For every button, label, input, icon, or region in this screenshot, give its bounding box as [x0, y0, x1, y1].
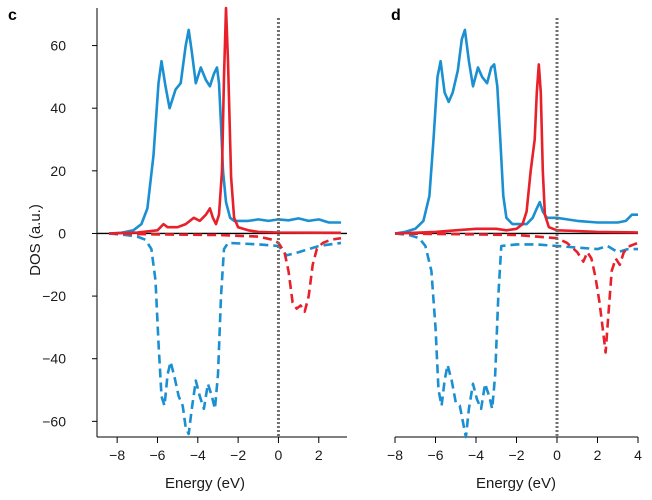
x-tick-label-d: −2 [509, 447, 525, 463]
series-red-spin-up-d [394, 63, 639, 235]
x-tick-label-c: −6 [149, 447, 165, 463]
x-tick-label-c: −2 [230, 447, 246, 463]
x-tick-label-d: 0 [553, 447, 561, 463]
panel-label-c: c [8, 7, 17, 24]
x-tick-label-c: 0 [275, 447, 283, 463]
x-tick-label-c: −8 [109, 447, 125, 463]
series-red-spin-up-c [109, 6, 342, 235]
plot-area-d: −8 −6 −4 −2 0 2 4 [387, 18, 642, 463]
panel-label-d: d [391, 7, 401, 24]
y-axis-title: DOS (a.u.) [27, 204, 44, 276]
y-tick-label: −60 [42, 413, 66, 429]
y-tick-label: −20 [42, 288, 66, 304]
series-blue-spin-down-d [394, 232, 638, 439]
x-axis-title-c: Energy (eV) [165, 475, 245, 492]
panel-d: d Energy (eV) −8 −6 −4 −2 0 2 4 [387, 7, 642, 492]
x-tick-label-d: −6 [428, 447, 444, 463]
panel-c: c DOS (a.u.) Energy (eV) −8 −6 −4 −2 0 2−60−4… [8, 6, 347, 492]
series-red-spin-down-c [109, 232, 342, 313]
y-tick-label: 0 [58, 225, 66, 241]
series-red-spin-down-d [394, 232, 639, 354]
y-tick-label: 20 [50, 163, 66, 179]
series-blue-spin-up-d [394, 28, 638, 235]
y-tick-label: 60 [50, 38, 66, 54]
x-tick-label-c: 2 [315, 447, 323, 463]
series-blue-spin-down-c [108, 232, 342, 436]
x-tick-label-d: −8 [387, 447, 403, 463]
y-tick-label: 40 [50, 100, 66, 116]
x-tick-label-c: −4 [190, 447, 206, 463]
x-tick-label-d: 4 [634, 447, 642, 463]
x-tick-label-d: −4 [468, 447, 484, 463]
y-tick-label: −40 [42, 351, 66, 367]
x-tick-label-d: 2 [594, 447, 602, 463]
x-axis-title-d: Energy (eV) [476, 475, 556, 492]
